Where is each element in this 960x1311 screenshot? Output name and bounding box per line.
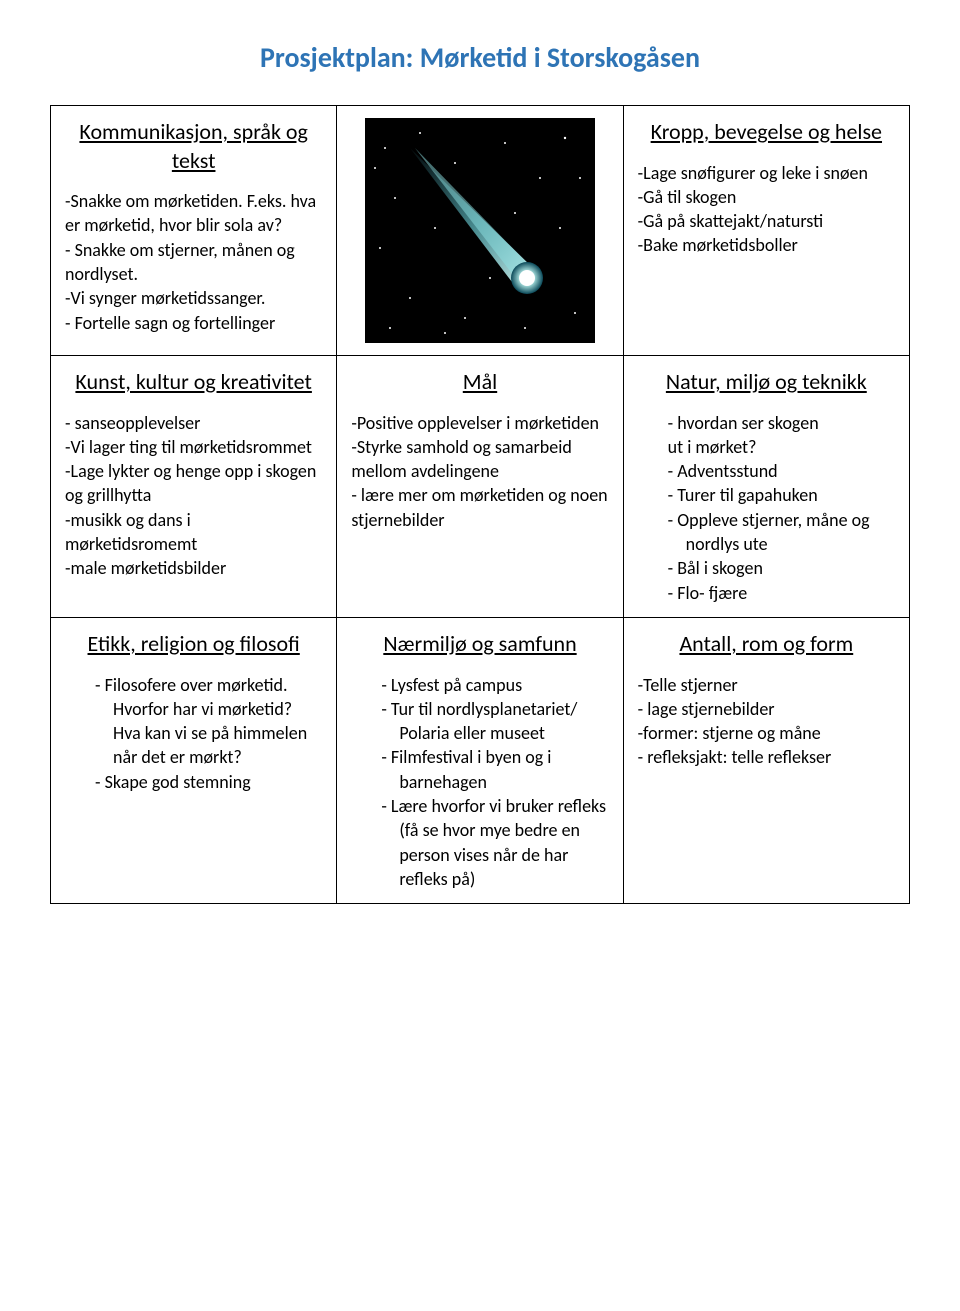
cell-naermiljo: Nærmiljø og samfunn - Lysfest på campus-… xyxy=(337,617,623,903)
page-title: Prosjektplan: Mørketid i Storskogåsen xyxy=(50,40,910,75)
body-kropp: -Lage snøfigurer og leke i snøen-Gå til … xyxy=(638,161,895,258)
body-antall: -Telle stjerner- lage stjernebilder-form… xyxy=(638,673,895,770)
list-item: - Adventsstund xyxy=(668,459,895,483)
list-item: - Filmfestival i byen og i barnehagen xyxy=(381,745,608,794)
cell-kunst: Kunst, kultur og kreativitet - sanseoppl… xyxy=(51,356,337,618)
list-item: - Lære hvorfor vi bruker refleks (få se … xyxy=(381,794,608,891)
list-item: - Turer til gapahuken xyxy=(668,483,895,507)
body-kommunikasjon: -Snakke om mørketiden. F.eks. hva er mør… xyxy=(65,189,322,335)
cell-image xyxy=(337,106,623,356)
plan-grid: Kommunikasjon, språk og tekst -Snakke om… xyxy=(50,105,910,904)
heading-antall: Antall, rom og form xyxy=(638,630,895,659)
body-maal: -Positive opplevelser i mørketiden-Styrk… xyxy=(351,411,608,532)
list-item: - Skape god stemning xyxy=(95,770,322,794)
cell-antall: Antall, rom og form -Telle stjerner- lag… xyxy=(623,617,909,903)
heading-etikk: Etikk, religion og filosofi xyxy=(65,630,322,659)
heading-kommunikasjon: Kommunikasjon, språk og tekst xyxy=(65,118,322,175)
cell-etikk: Etikk, religion og filosofi - Filosofere… xyxy=(51,617,337,903)
list-item: ut i mørket? xyxy=(668,435,895,459)
list-etikk: - Filosofere over mørketid. Hvorfor har … xyxy=(65,673,322,794)
list-item: - Oppleve stjerner, måne og nordlys ute xyxy=(668,508,895,557)
cell-maal: Mål -Positive opplevelser i mørketiden-S… xyxy=(337,356,623,618)
list-item: - Filosofere over mørketid. Hvorfor har … xyxy=(95,673,322,770)
body-kunst: - sanseopplevelser-Vi lager ting til mør… xyxy=(65,411,322,581)
list-item: - hvordan ser skogen xyxy=(668,411,895,435)
list-item: - Bål i skogen xyxy=(668,556,895,580)
heading-kunst: Kunst, kultur og kreativitet xyxy=(65,368,322,397)
heading-natur: Natur, miljø og teknikk xyxy=(638,368,895,397)
heading-kropp: Kropp, bevegelse og helse xyxy=(638,118,895,147)
list-naermiljo: - Lysfest på campus- Tur til nordlysplan… xyxy=(351,673,608,892)
cell-kommunikasjon: Kommunikasjon, språk og tekst -Snakke om… xyxy=(51,106,337,356)
comet-image xyxy=(365,118,595,343)
heading-naermiljo: Nærmiljø og samfunn xyxy=(351,630,608,659)
list-item: - Flo- fjære xyxy=(668,581,895,605)
list-item: - Lysfest på campus xyxy=(381,673,608,697)
list-natur: - hvordan ser skogenut i mørket?- Advent… xyxy=(638,411,895,605)
cell-kropp: Kropp, bevegelse og helse -Lage snøfigur… xyxy=(623,106,909,356)
heading-maal: Mål xyxy=(351,368,608,397)
cell-natur: Natur, miljø og teknikk - hvordan ser sk… xyxy=(623,356,909,618)
list-item: - Tur til nordlysplanetariet/ Polaria el… xyxy=(381,697,608,746)
